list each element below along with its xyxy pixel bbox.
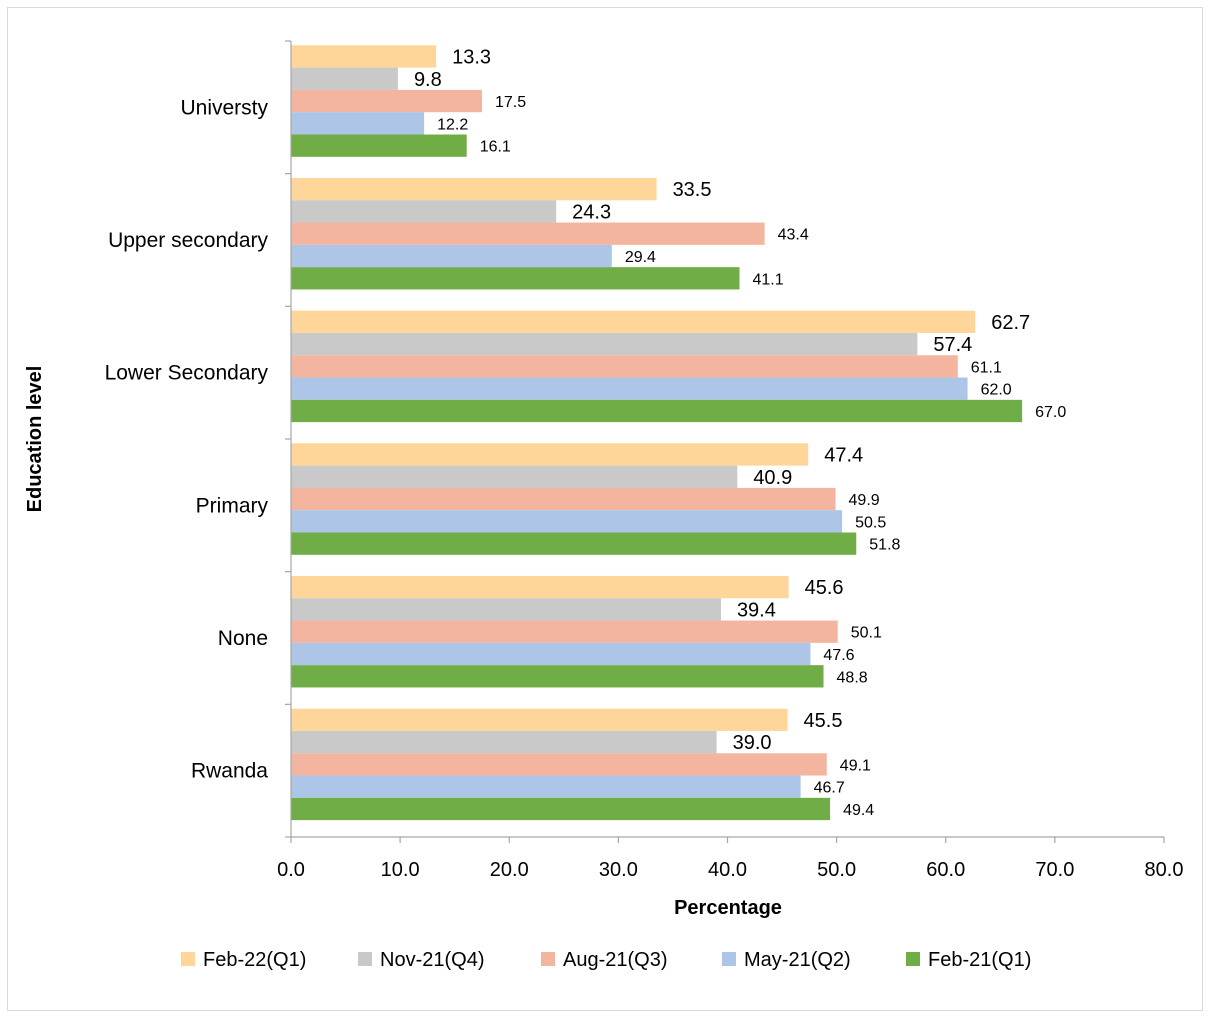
x-tick-label: 10.0 <box>381 859 420 881</box>
x-tick-label: 0.0 <box>277 859 305 881</box>
data-label: 47.6 <box>823 647 854 664</box>
legend-label: May-21(Q2) <box>744 949 851 971</box>
data-label: 49.1 <box>840 757 871 774</box>
bar <box>291 244 612 268</box>
legend-label: Nov-21(Q4) <box>380 949 484 971</box>
bar <box>291 310 976 333</box>
bar <box>291 67 398 90</box>
legend-label: Feb-21(Q1) <box>928 949 1031 971</box>
x-axis-title: Percentage <box>674 897 782 919</box>
x-tick-label: 80.0 <box>1145 859 1184 881</box>
bar <box>291 443 809 466</box>
bar <box>291 797 831 821</box>
category-label: None <box>218 627 268 650</box>
category-label: Primary <box>196 494 269 517</box>
bar <box>291 753 827 776</box>
bar <box>291 399 1023 423</box>
bar <box>291 665 824 688</box>
y-axis-title: Education level <box>24 366 46 513</box>
data-label: 62.7 <box>991 312 1030 334</box>
legend-swatch <box>541 952 555 966</box>
legend-label: Feb-22(Q1) <box>203 949 306 971</box>
legend-swatch <box>358 952 372 966</box>
data-label: 33.5 <box>673 179 712 201</box>
bar <box>291 222 765 245</box>
data-label: 41.1 <box>753 271 784 288</box>
data-label: 17.5 <box>495 94 526 111</box>
bar <box>291 708 788 731</box>
data-label: 51.8 <box>869 537 900 554</box>
data-label: 62.0 <box>981 382 1012 399</box>
data-label: 67.0 <box>1035 404 1066 421</box>
data-label: 40.9 <box>753 467 792 489</box>
bar <box>291 532 857 555</box>
bar <box>291 134 467 157</box>
legend-label: Aug-21(Q3) <box>563 949 668 971</box>
data-label: 48.8 <box>837 669 868 686</box>
bar <box>291 332 918 356</box>
bar <box>291 730 717 754</box>
data-label: 13.3 <box>452 46 491 68</box>
bar <box>291 45 437 68</box>
category-label: Universty <box>180 96 268 119</box>
axes-layer: Universty Upper secondary Lower Secondary P… <box>105 40 1184 881</box>
x-tick-label: 30.0 <box>599 859 638 881</box>
x-tick-label: 20.0 <box>490 859 529 881</box>
data-label: 9.8 <box>414 69 442 91</box>
bar <box>291 575 789 599</box>
bar <box>291 89 482 113</box>
x-tick-label: 40.0 <box>708 859 747 881</box>
data-label: 47.4 <box>824 444 863 466</box>
data-label: 24.3 <box>572 201 611 223</box>
category-label: Upper secondary <box>108 229 268 252</box>
bar <box>291 620 838 643</box>
bar <box>291 355 958 378</box>
data-label: 16.1 <box>480 139 511 156</box>
data-label: 49.4 <box>843 802 874 819</box>
bar <box>291 465 738 488</box>
bar <box>291 598 721 621</box>
legend-swatch <box>181 952 195 966</box>
data-label: 50.5 <box>855 514 886 531</box>
bar <box>291 487 836 511</box>
bar <box>291 112 425 135</box>
bar <box>291 177 657 201</box>
x-tick-label: 70.0 <box>1035 859 1074 881</box>
data-label: 39.4 <box>737 599 776 621</box>
category-label: Lower Secondary <box>105 362 269 385</box>
x-tick-label: 60.0 <box>926 859 965 881</box>
data-label: 50.1 <box>851 625 882 642</box>
data-label: 57.4 <box>933 334 972 356</box>
legend-swatch <box>906 952 920 966</box>
bar <box>291 200 557 223</box>
data-label: 46.7 <box>814 780 845 797</box>
data-label: 45.5 <box>804 710 843 732</box>
legend-swatch <box>722 952 736 966</box>
bars-layer <box>291 45 1023 821</box>
bar <box>291 377 968 400</box>
bar <box>291 775 801 798</box>
bar <box>291 267 740 290</box>
x-tick-label: 50.0 <box>817 859 856 881</box>
data-label: 12.2 <box>437 116 468 133</box>
data-label: 29.4 <box>625 249 656 266</box>
data-label: 49.9 <box>849 492 880 509</box>
bar <box>291 642 811 666</box>
legend: Feb-22(Q1) Nov-21(Q4) Aug-21(Q3) May-21(Q2)… <box>181 949 1031 971</box>
category-label: Rwanda <box>191 760 268 783</box>
bar <box>291 510 843 533</box>
data-label: 39.0 <box>733 732 772 754</box>
data-label: 45.6 <box>805 577 844 599</box>
data-label: 61.1 <box>971 359 1002 376</box>
data-label: 43.4 <box>778 227 809 244</box>
data-labels-layer: 13.3 9.8 17.5 12.2 16.1 33.5 24.3 43.4 29.4 41.1 6… <box>414 46 1066 819</box>
